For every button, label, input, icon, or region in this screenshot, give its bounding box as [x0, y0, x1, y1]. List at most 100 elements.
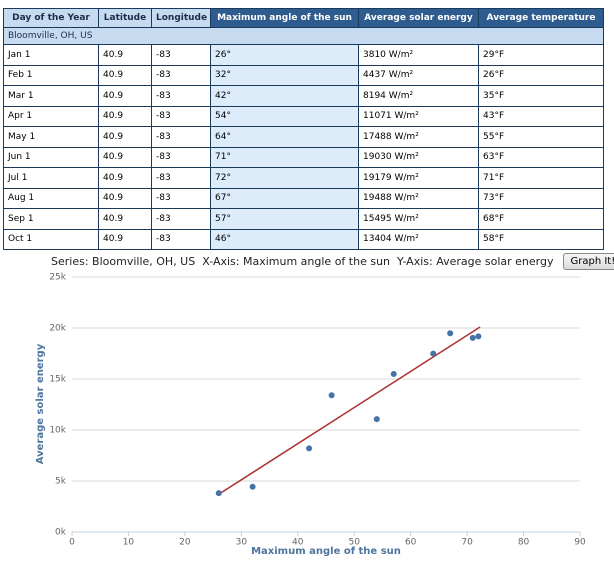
table-cell: Feb 1: [3, 64, 99, 86]
table-cell: 19179 W/m²: [358, 167, 479, 189]
x-axis-label: X-Axis:: [202, 255, 240, 268]
table-cell: May 1: [3, 126, 99, 148]
table-cell: 67°: [210, 187, 359, 209]
table-cell: -83: [151, 228, 211, 250]
table-cell: -83: [151, 85, 211, 107]
data-point: [475, 333, 482, 340]
y-tick-label: 10k: [49, 426, 66, 436]
data-point: [373, 416, 380, 423]
table-cell: 46°: [210, 228, 359, 250]
series-value: Bloomville, OH, US: [92, 255, 196, 268]
table-cell: 40.9: [98, 85, 152, 107]
x-tick-label: 40: [292, 538, 304, 548]
table-cell: 4437 W/m²: [358, 64, 479, 86]
table-cell: 15495 W/m²: [358, 208, 479, 230]
column-header: Average solar energy: [358, 8, 479, 28]
table-cell: 54°: [210, 105, 359, 127]
x-tick-label: 10: [123, 538, 135, 548]
table-cell: 57°: [210, 208, 359, 230]
table-cell: Aug 1: [3, 187, 99, 209]
data-point: [306, 445, 313, 452]
column-header: Average temperature: [478, 8, 604, 28]
table-cell: 40.9: [98, 228, 152, 250]
series-label: Series:: [51, 255, 89, 268]
x-tick-label: 50: [348, 538, 360, 548]
table-cell: Jan 1: [3, 44, 99, 66]
table-cell: -83: [151, 146, 211, 168]
table-cell: 35°F: [478, 85, 604, 107]
table-cell: 26°F: [478, 64, 604, 86]
table-cell: 64°: [210, 126, 359, 148]
table-cell: Mar 1: [3, 85, 99, 107]
table-cell: 40.9: [98, 187, 152, 209]
y-tick-label: 0k: [55, 528, 67, 538]
table-cell: 13404 W/m²: [358, 228, 479, 250]
table-cell: 55°F: [478, 126, 604, 148]
table-cell: 42°: [210, 85, 359, 107]
graph-controls: Series: Bloomville, OH, US X-Axis: Maxim…: [51, 253, 614, 270]
table-cell: -83: [151, 64, 211, 86]
y-axis-value: Average solar energy: [436, 255, 554, 268]
data-point: [469, 334, 476, 341]
table-cell: Jul 1: [3, 167, 99, 189]
table-cell: -83: [151, 167, 211, 189]
data-point: [430, 350, 437, 357]
y-axis-title: Average solar energy: [35, 343, 46, 464]
column-header: Day of the Year: [3, 8, 99, 28]
x-tick-label: 80: [518, 538, 530, 548]
x-axis-value: Maximum angle of the sun: [242, 255, 391, 268]
column-header: Longitude: [151, 8, 211, 28]
header-row: Day of the Year Latitude Longitude Maximum …: [3, 8, 604, 28]
table-cell: 40.9: [98, 44, 152, 66]
trendline: [218, 326, 481, 495]
x-tick-label: 60: [405, 538, 417, 548]
table-cell: 19488 W/m²: [358, 187, 479, 209]
table-cell: 11071 W/m²: [358, 105, 479, 127]
table-cell: 32°: [210, 64, 359, 86]
table-row: Sep 1 40.9 -83 57° 15495 W/m² 68°F: [3, 208, 604, 230]
table-row: Mar 1 40.9 -83 42° 8194 W/m² 35°F: [3, 85, 604, 107]
data-point: [447, 330, 454, 337]
y-tick-label: 20k: [49, 324, 66, 334]
group-label: Bloomville, OH, US: [3, 27, 604, 45]
y-tick-label: 25k: [49, 273, 66, 283]
data-point: [328, 392, 335, 399]
table-cell: 19030 W/m²: [358, 146, 479, 168]
table-cell: 40.9: [98, 126, 152, 148]
table-body: Bloomville, OH, US Jan 1 40.9 -83 26° 3810 W/…: [3, 27, 604, 250]
table-cell: Sep 1: [3, 208, 99, 230]
graph-button[interactable]: Graph It!: [563, 253, 614, 270]
data-point: [249, 483, 256, 490]
table-row: Jan 1 40.9 -83 26° 3810 W/m² 29°F: [3, 44, 604, 66]
table-row: Oct 1 40.9 -83 46° 13404 W/m² 58°F: [3, 228, 604, 250]
table-cell: 72°: [210, 167, 359, 189]
table-cell: 40.9: [98, 208, 152, 230]
table-cell: 40.9: [98, 146, 152, 168]
y-axis-label: Y-Axis:: [397, 255, 433, 268]
table-cell: -83: [151, 187, 211, 209]
table-cell: 17488 W/m²: [358, 126, 479, 148]
table-row: Aug 1 40.9 -83 67° 19488 W/m² 73°F: [3, 187, 604, 209]
table-cell: 8194 W/m²: [358, 85, 479, 107]
x-tick-label: 20: [179, 538, 191, 548]
table-cell: 3810 W/m²: [358, 44, 479, 66]
table-cell: 40.9: [98, 167, 152, 189]
table-cell: 40.9: [98, 105, 152, 127]
x-tick-label: 0: [69, 538, 75, 548]
table-cell: Apr 1: [3, 105, 99, 127]
table-cell: 40.9: [98, 64, 152, 86]
table-cell: 29°F: [478, 44, 604, 66]
data-point: [390, 370, 397, 377]
table-row: May 1 40.9 -83 64° 17488 W/m² 55°F: [3, 126, 604, 148]
table-cell: 73°F: [478, 187, 604, 209]
data-table: Day of the Year Latitude Longitude Maximum …: [3, 8, 604, 250]
table-row: Jul 1 40.9 -83 72° 19179 W/m² 71°F: [3, 167, 604, 189]
table-row: Feb 1 40.9 -83 32° 4437 W/m² 26°F: [3, 64, 604, 86]
table-row: Jun 1 40.9 -83 71° 19030 W/m² 63°F: [3, 146, 604, 168]
x-axis-title: Maximum angle of the sun: [251, 546, 401, 557]
table-cell: 71°F: [478, 167, 604, 189]
group-row: Bloomville, OH, US: [3, 27, 604, 45]
table-cell: Oct 1: [3, 228, 99, 250]
